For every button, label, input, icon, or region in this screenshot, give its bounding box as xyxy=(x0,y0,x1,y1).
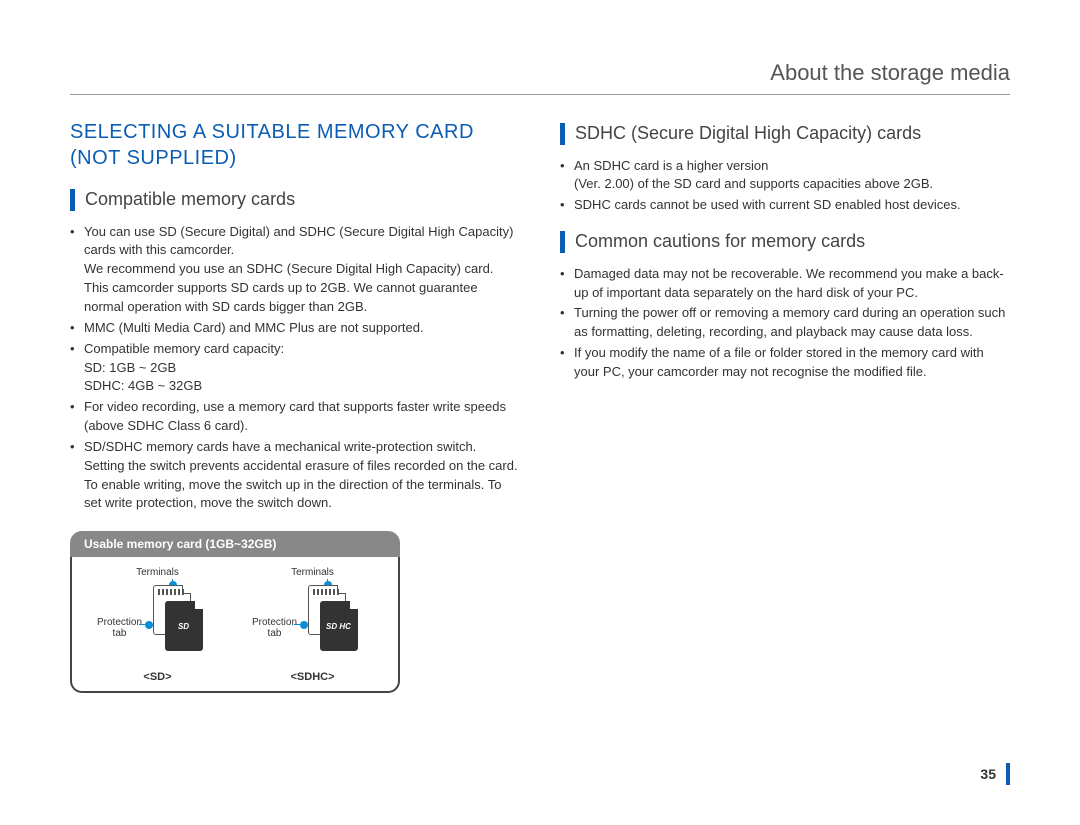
protection-tab-label: Protection tab xyxy=(250,617,300,639)
main-heading-line1: SELECTING A SUITABLE MEMORY CARD xyxy=(70,119,520,145)
right-column: SDHC (Secure Digital High Capacity) card… xyxy=(560,119,1010,693)
subheading-sdhc: SDHC (Secure Digital High Capacity) card… xyxy=(560,123,1010,145)
bullet-item: MMC (Multi Media Card) and MMC Plus are … xyxy=(70,319,520,338)
usable-card-box: Usable memory card (1GB~32GB) Terminals … xyxy=(70,531,400,693)
sd-card-front-icon: SD HC xyxy=(320,601,358,651)
card-slot-sdhc: Terminals Protection tab SD HC <SDHC> xyxy=(235,567,390,683)
bullet-item: Compatible memory card capacity: SD: 1GB… xyxy=(70,340,520,397)
sd-card-front-icon: SD xyxy=(165,601,203,651)
sdhc-card-diagram: Terminals Protection tab SD HC xyxy=(258,567,368,667)
manual-page: About the storage media SELECTING A SUIT… xyxy=(0,0,1080,825)
left-column: SELECTING A SUITABLE MEMORY CARD (NOT SU… xyxy=(70,119,520,693)
callout-dot-icon xyxy=(300,621,308,629)
card-box-body: Terminals Protection tab SD <SD> xyxy=(70,557,400,693)
protection-tab-label: Protection tab xyxy=(95,617,145,639)
sd-logo-icon: SD xyxy=(178,622,189,631)
bullet-item: SD/SDHC memory cards have a mechanical w… xyxy=(70,438,520,513)
card-name-sd: <SD> xyxy=(80,671,235,683)
subheading-cautions: Common cautions for memory cards xyxy=(560,231,1010,253)
bullet-item: An SDHC card is a higher version (Ver. 2… xyxy=(560,157,1010,195)
bullet-item: If you modify the name of a file or fold… xyxy=(560,344,1010,382)
bullet-item: You can use SD (Secure Digital) and SDHC… xyxy=(70,223,520,317)
subheading-compatible: Compatible memory cards xyxy=(70,189,520,211)
main-heading-line2: (NOT SUPPLIED) xyxy=(70,145,520,171)
card-box-header: Usable memory card (1GB~32GB) xyxy=(70,531,400,557)
bullet-list-cautions: Damaged data may not be recoverable. We … xyxy=(560,265,1010,382)
callout-dot-icon xyxy=(145,621,153,629)
bullet-item: Damaged data may not be recoverable. We … xyxy=(560,265,1010,303)
bullet-list-compatible: You can use SD (Secure Digital) and SDHC… xyxy=(70,223,520,514)
sd-card-diagram: Terminals Protection tab SD xyxy=(103,567,213,667)
content-columns: SELECTING A SUITABLE MEMORY CARD (NOT SU… xyxy=(70,119,1010,693)
sdhc-logo-icon: SD HC xyxy=(326,622,351,631)
page-number: 35 xyxy=(980,763,1010,785)
page-header-title: About the storage media xyxy=(70,60,1010,95)
card-name-sdhc: <SDHC> xyxy=(235,671,390,683)
terminals-label: Terminals xyxy=(291,567,334,578)
bullet-item: For video recording, use a memory card t… xyxy=(70,398,520,436)
terminals-label: Terminals xyxy=(136,567,179,578)
card-slot-sd: Terminals Protection tab SD <SD> xyxy=(80,567,235,683)
bullet-item: SDHC cards cannot be used with current S… xyxy=(560,196,1010,215)
main-heading: SELECTING A SUITABLE MEMORY CARD (NOT SU… xyxy=(70,119,520,171)
bullet-item: Turning the power off or removing a memo… xyxy=(560,304,1010,342)
bullet-list-sdhc: An SDHC card is a higher version (Ver. 2… xyxy=(560,157,1010,216)
